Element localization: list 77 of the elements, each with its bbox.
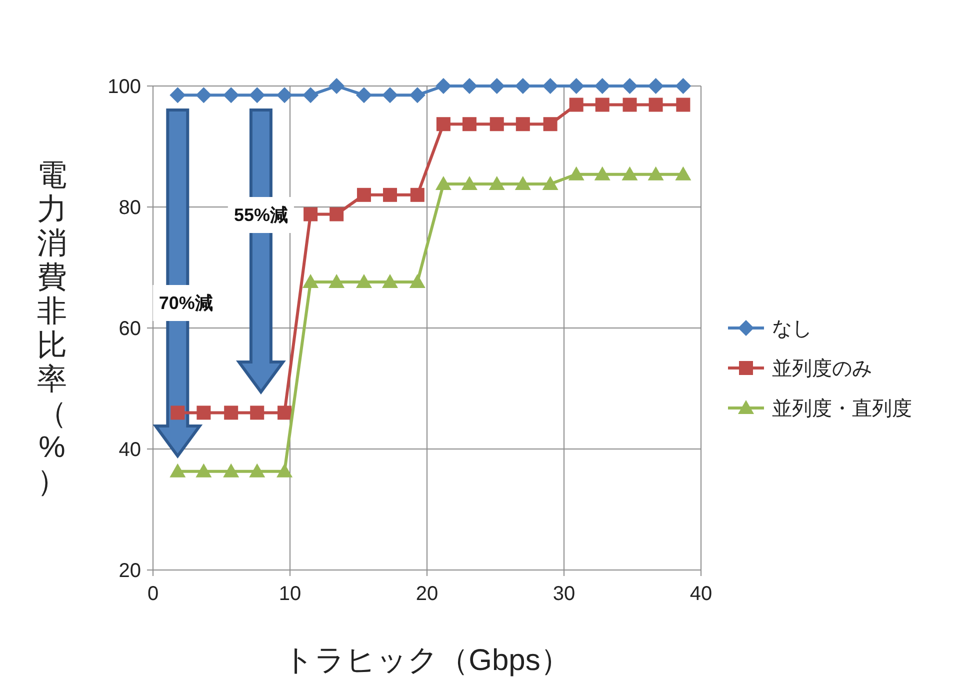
point [676, 98, 690, 112]
point [356, 188, 371, 202]
point [170, 463, 186, 478]
point [622, 98, 637, 112]
point [249, 87, 266, 104]
point [568, 78, 584, 94]
point [648, 98, 663, 112]
point [302, 274, 319, 288]
x-axis-title: トラヒック（Gbps） [284, 644, 570, 677]
point [249, 463, 266, 478]
point [223, 463, 240, 478]
point [409, 274, 426, 288]
point [328, 78, 345, 94]
point [568, 166, 584, 180]
point [594, 78, 610, 94]
y-tick-label: 20 [118, 560, 141, 582]
point [196, 406, 211, 420]
point [223, 87, 240, 104]
point [594, 166, 610, 180]
point [595, 98, 610, 112]
x-tick-label: 0 [147, 583, 159, 605]
legend-label: 並列度のみ [772, 358, 872, 380]
x-tick-label: 30 [552, 583, 576, 605]
point [648, 166, 664, 180]
point [196, 87, 212, 104]
point [542, 176, 558, 190]
point [543, 117, 558, 132]
point [435, 78, 452, 94]
point [514, 176, 531, 190]
y-tick-label: 100 [108, 76, 141, 98]
point [569, 98, 584, 112]
point [250, 406, 264, 420]
annotation: 70%減 [158, 293, 213, 313]
point [542, 78, 558, 94]
point [276, 87, 293, 104]
point [224, 406, 238, 420]
text: 電力消費非比率（%） [37, 159, 67, 498]
point [410, 188, 424, 202]
point [356, 274, 372, 288]
y-tick-label: 80 [118, 197, 141, 219]
y-tick-label: 40 [118, 439, 141, 461]
point [675, 78, 692, 94]
point [461, 78, 478, 94]
point [302, 87, 319, 104]
point [462, 117, 476, 132]
point [409, 87, 426, 104]
point [382, 274, 398, 288]
point [435, 176, 452, 190]
point [276, 463, 293, 478]
point [488, 78, 505, 94]
point [356, 87, 372, 104]
point [170, 87, 186, 104]
point [648, 78, 664, 94]
point [490, 117, 504, 132]
point [488, 176, 505, 190]
point [622, 166, 638, 180]
legend-label: 並列度・直列度 [772, 398, 912, 420]
x-tick-label: 20 [416, 583, 438, 605]
annotation: 55%減 [234, 205, 288, 225]
point [516, 117, 530, 132]
point [622, 78, 638, 94]
point [278, 406, 292, 420]
legend-label: なし [772, 318, 812, 340]
x-tick-label: 10 [278, 583, 302, 605]
point [328, 274, 345, 288]
point [196, 463, 212, 478]
point [330, 207, 344, 222]
y-tick-label: 60 [118, 318, 141, 340]
point [304, 207, 318, 222]
point [383, 188, 398, 202]
point [382, 87, 398, 104]
point [675, 166, 692, 180]
point [436, 117, 450, 132]
point [461, 176, 478, 190]
point [514, 78, 531, 94]
point [170, 406, 185, 420]
x-tick-label: 40 [690, 583, 712, 605]
